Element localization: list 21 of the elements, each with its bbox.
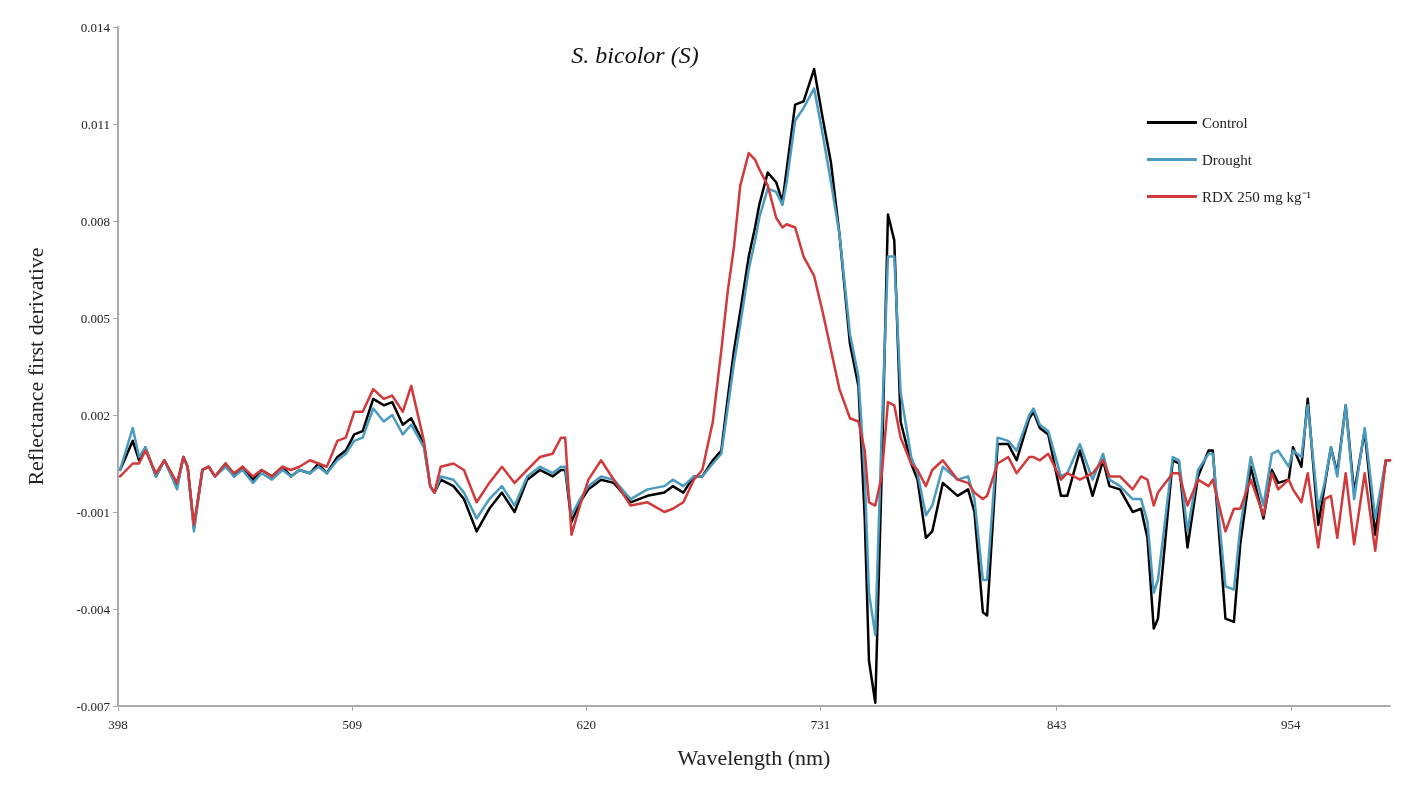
legend-label: RDX 250 mg kg⁻¹ [1201,188,1312,205]
y-tick-label: -0.007 [76,698,111,714]
x-axis-title: Wavelength (nm) [677,744,831,770]
text: S. bicolor (S) [571,42,699,68]
y-tick-label: 0.008 [80,213,110,229]
line-series [118,151,1392,553]
x-tick-label: 398 [108,717,128,732]
y-tick-label: -0.004 [76,601,111,617]
y-tick-label: 0.011 [81,116,110,132]
y-axis-title: Reflectance first derivative [22,247,48,486]
y-tick-label: 0.002 [80,407,110,423]
legend-label: Control [1201,114,1248,131]
x-tick-label: 843 [1046,717,1067,732]
legend-label: Drought [1201,151,1253,168]
y-tick-label: -0.001 [76,504,110,520]
y-tick-label: 0.005 [80,310,110,326]
x-tick-label: 620 [576,717,597,732]
x-tick-label: 509 [342,717,362,732]
x-tick-label: 954 [1281,717,1302,732]
x-tick-label: 731 [810,717,831,732]
y-tick-label: 0.014 [80,19,111,35]
